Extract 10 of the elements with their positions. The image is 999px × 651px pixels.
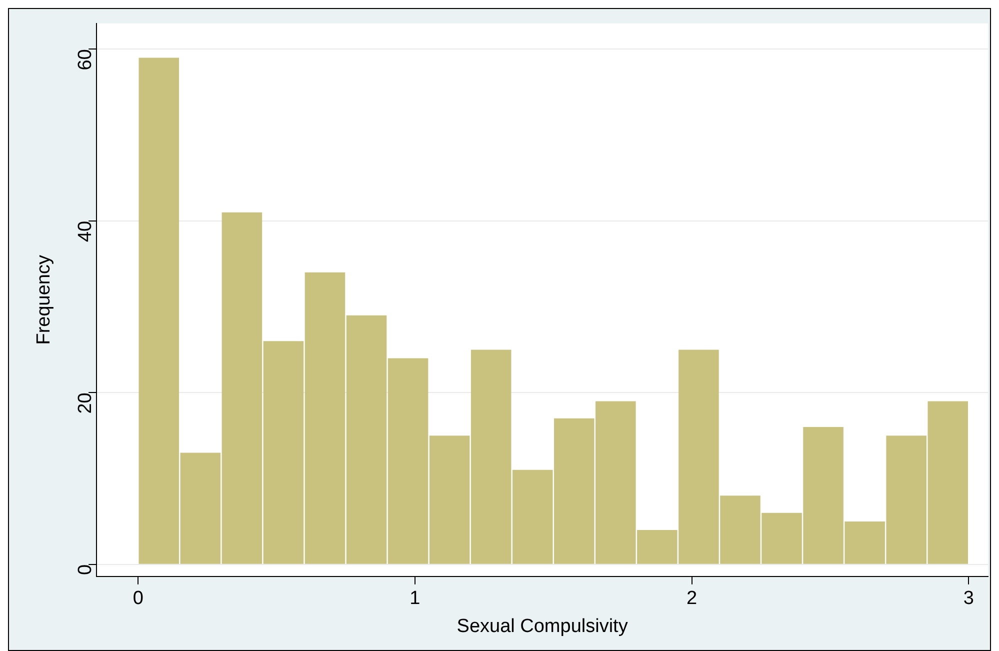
x-axis-title: Sexual Compulsivity — [456, 616, 628, 637]
y-tick-label: 20 — [74, 392, 96, 414]
y-tick-label: 40 — [74, 220, 96, 242]
y-tick-label: 0 — [74, 564, 96, 575]
x-tick-label: 1 — [410, 588, 420, 610]
x-tick-label: 2 — [686, 588, 698, 610]
x-tick-label: 0 — [132, 588, 144, 610]
x-tick-label: 3 — [963, 588, 974, 610]
y-axis-title: Frequency — [34, 254, 55, 345]
y-tick-label: 60 — [74, 49, 96, 70]
